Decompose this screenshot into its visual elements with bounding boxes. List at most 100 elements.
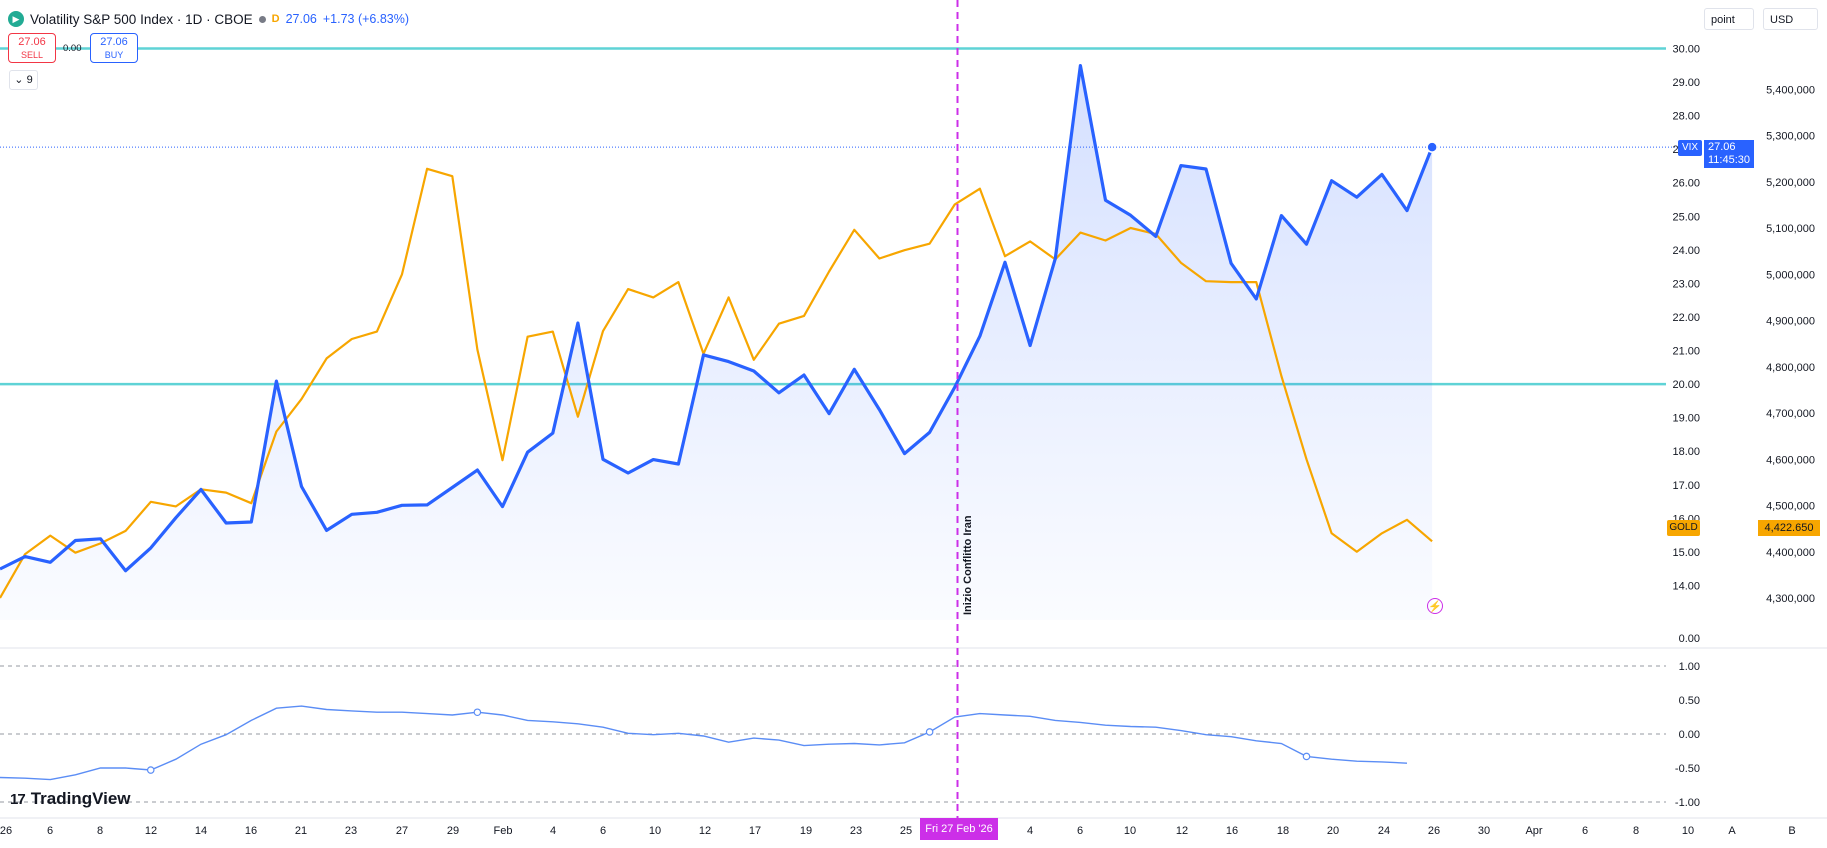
event-label: Inizio Conflitto Iran xyxy=(962,515,974,615)
time-axis-tick: 23 xyxy=(345,825,357,837)
right-axis-tick: 4,500,000 xyxy=(1766,501,1815,513)
time-axis-tick: 12 xyxy=(1176,825,1188,837)
left-axis-tick: 20.00 xyxy=(1672,379,1700,391)
left-axis-tick: 18.00 xyxy=(1672,446,1700,458)
right-axis-tick: 4,400,000 xyxy=(1766,547,1815,559)
time-axis-tick: Feb xyxy=(494,825,513,837)
right-axis-tick: 4,300,000 xyxy=(1766,593,1815,605)
osc-axis-tick: 0.50 xyxy=(1679,695,1700,707)
left-axis-tick: 14.00 xyxy=(1672,580,1700,592)
event-marker[interactable]: Inizio Conflitto Iran xyxy=(956,0,975,818)
time-axis-tick: 8 xyxy=(97,825,103,837)
time-axis-tick: 16 xyxy=(1226,825,1238,837)
indicators-toggle[interactable]: ⌄ 9 xyxy=(9,70,38,90)
gold-line xyxy=(0,167,1433,599)
time-axis-tick: 10 xyxy=(1682,825,1694,837)
left-axis-tick: 22.00 xyxy=(1672,312,1700,324)
left-axis-tick: 17.00 xyxy=(1672,480,1700,492)
left-axis-tick: 15.00 xyxy=(1672,547,1700,559)
vix-countdown: 11:45:30 xyxy=(1708,154,1751,166)
time-axis-tick: 26 xyxy=(1428,825,1440,837)
price-axis-gold[interactable]: 5,400,000 5,300,000 5,200,000 5,100,000 5,00… xyxy=(1766,84,1815,605)
lightning-icon[interactable]: ⚡ xyxy=(1427,598,1443,614)
right-axis-tick: 4,700,000 xyxy=(1766,408,1815,420)
time-axis-tick: 6 xyxy=(47,825,53,837)
currency-select[interactable]: USD xyxy=(1763,8,1818,30)
time-axis-tick: 18 xyxy=(1277,825,1289,837)
time-axis-tick: 24 xyxy=(1378,825,1390,837)
right-axis-tick: 4,800,000 xyxy=(1766,362,1815,374)
price-axis-vix[interactable]: 30.0029.0028.0027.0026.0025.0024.0023.00… xyxy=(1672,44,1700,646)
time-axis-tick: 12 xyxy=(145,825,157,837)
oscillator-marker xyxy=(473,708,482,717)
event-date-tag: Fri 27 Feb '26 xyxy=(920,818,998,840)
time-axis-tick: 8 xyxy=(1633,825,1639,837)
chevron-down-icon: ⌄ xyxy=(14,74,24,86)
left-axis-tick: 30.00 xyxy=(1672,44,1700,56)
vix-area xyxy=(0,65,1433,621)
time-axis-tick: 21 xyxy=(295,825,307,837)
vix-series xyxy=(0,63,1438,573)
time-axis-tick: 4 xyxy=(1027,825,1033,837)
symbol-icon[interactable]: ▶ xyxy=(8,11,24,27)
right-axis-tick: 5,400,000 xyxy=(1766,84,1815,96)
vix-series-tag: VIX xyxy=(1678,140,1702,156)
buy-price: 27.06 xyxy=(100,36,128,48)
left-axis-tick: 29.00 xyxy=(1672,77,1700,89)
gold-series xyxy=(0,167,1433,599)
time-axis-tick: 20 xyxy=(1327,825,1339,837)
osc-axis-tick: -0.50 xyxy=(1675,763,1700,775)
time-axis-tick: Apr xyxy=(1525,825,1542,837)
oscillator-line xyxy=(0,705,1408,781)
vix-price-label: 27.06 11:45:30 xyxy=(1704,140,1754,168)
tradingview-logo[interactable]: 17 TradingView xyxy=(10,789,131,809)
time-axis-tick: 6 xyxy=(1582,825,1588,837)
sell-button[interactable]: 27.06 SELL xyxy=(8,33,56,63)
left-axis-tick: 26.00 xyxy=(1672,178,1700,190)
logo-text: TradingView xyxy=(30,789,131,808)
unit-select[interactable]: point xyxy=(1704,8,1754,30)
data-badge: D xyxy=(271,13,280,25)
tradingview-logo-icon: 17 xyxy=(10,790,26,808)
time-axis-tick: A xyxy=(1728,825,1736,837)
last-price: 27.06 xyxy=(285,12,317,26)
vix-area-fill xyxy=(0,65,1433,621)
time-axis-tick: 19 xyxy=(800,825,812,837)
sell-label: SELL xyxy=(20,50,44,60)
time-axis-tick: 4 xyxy=(550,825,556,837)
vix-last-point xyxy=(1426,141,1438,153)
right-axis-tick: 4,900,000 xyxy=(1766,316,1815,328)
osc-axis-tick: 0.00 xyxy=(1679,729,1700,741)
market-status-icon xyxy=(258,15,266,23)
indicators-count: 9 xyxy=(26,74,33,86)
left-axis-tick: 28.00 xyxy=(1672,111,1700,123)
left-axis-tick: 21.00 xyxy=(1672,346,1700,358)
right-axis-tick: 5,000,000 xyxy=(1766,269,1815,281)
chart-header: ▶ Volatility S&P 500 Index · 1D · CBOE D… xyxy=(8,8,409,30)
symbol-title[interactable]: Volatility S&P 500 Index · 1D · CBOE xyxy=(30,11,253,27)
grid-lines xyxy=(0,647,1827,819)
osc-axis-tick: -1.00 xyxy=(1675,797,1700,809)
vix-line xyxy=(0,63,1434,573)
oscillator-marker xyxy=(1302,752,1311,761)
right-axis-tick: 5,200,000 xyxy=(1766,177,1815,189)
price-change: +1.73 (+6.83%) xyxy=(322,12,410,26)
gold-price-label: 4,422.650 xyxy=(1758,520,1820,536)
buy-button[interactable]: 27.06 BUY xyxy=(90,33,138,63)
oscillator-axis[interactable]: 1.00 0.50 0.00 -0.50 -1.00 xyxy=(1675,661,1700,809)
time-axis-tick: 10 xyxy=(649,825,661,837)
time-axis-tick: 23 xyxy=(850,825,862,837)
buy-label: BUY xyxy=(104,50,124,60)
time-axis-tick: 12 xyxy=(699,825,711,837)
oscillator-marker xyxy=(925,728,934,736)
right-axis-tick: 5,300,000 xyxy=(1766,131,1815,143)
time-axis-tick: 29 xyxy=(447,825,459,837)
time-axis-tick: 16 xyxy=(245,825,257,837)
time-axis-tick: 6 xyxy=(1077,825,1083,837)
left-axis-tick: 0.00 xyxy=(1679,633,1700,645)
osc-axis-tick: 1.00 xyxy=(1679,661,1700,673)
time-axis[interactable]: 26 6 8 12 14 16 21 23 27 29 Feb 4 6 10 12 17 19 23 25 4 6 10 1… xyxy=(0,825,1796,837)
time-axis-tick: 6 xyxy=(600,825,606,837)
left-axis-tick: 25.00 xyxy=(1672,211,1700,223)
